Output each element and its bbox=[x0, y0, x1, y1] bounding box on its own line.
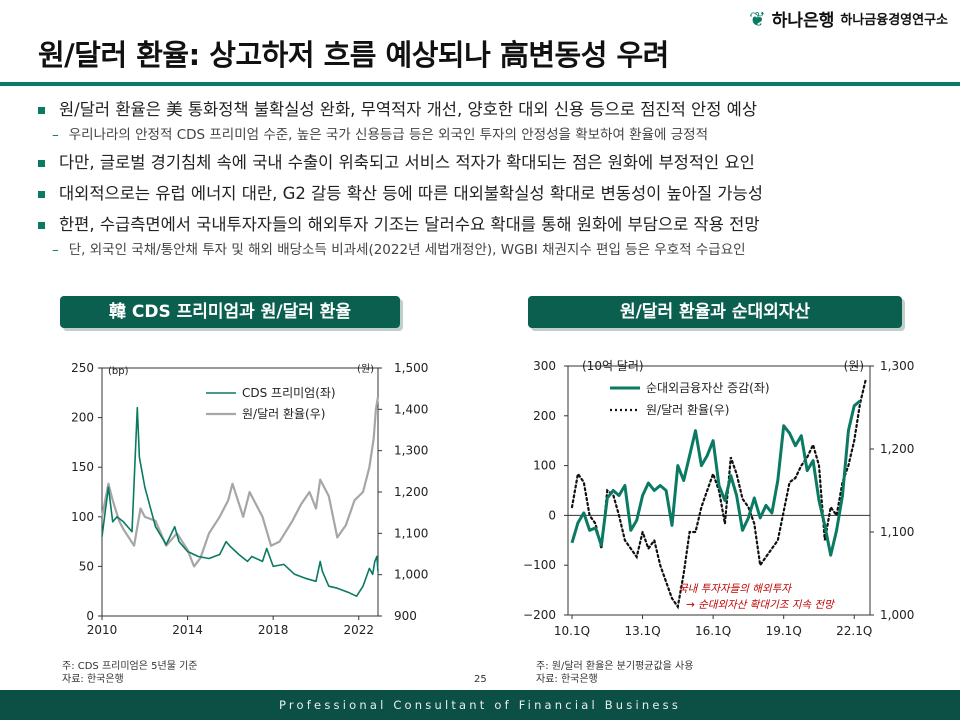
bullet-text: 우리나라의 안정적 CDS 프리미엄 수준, 높은 국가 신용등급 등은 외국인… bbox=[68, 127, 708, 143]
sub-bullet-dash-icon: – bbox=[52, 242, 59, 258]
y-right-tick-label: 1,300 bbox=[394, 444, 428, 458]
legend-fx-label: 원/달러 환율(우) bbox=[242, 407, 325, 421]
y-left-tick-label: 250 bbox=[71, 361, 94, 375]
footer-banner: Professional Consultant of Financial Bus… bbox=[0, 690, 960, 720]
y-left-tick-label: 100 bbox=[533, 459, 556, 473]
y-right-tick-label: 1,200 bbox=[394, 485, 428, 499]
fx-rate-line bbox=[100, 396, 380, 568]
bullet-square-icon bbox=[38, 222, 45, 229]
left-note-line: 주: CDS 프리미엄은 5년물 기준 bbox=[62, 661, 198, 672]
y-right-tick-label: 1,100 bbox=[880, 525, 914, 539]
plot-frame bbox=[101, 367, 379, 617]
y-right-tick-label: 1,000 bbox=[394, 568, 428, 582]
bullet-item: 한편, 수급측면에서 국내투자자들의 해외투자 기조는 달러수요 확대를 통해 … bbox=[38, 213, 938, 244]
bullet-text: 대외적으로는 유럽 에너지 대란, G2 갈등 확산 등에 따른 대외불확실성 … bbox=[59, 184, 763, 203]
x-tick-label: 10.1Q bbox=[554, 624, 590, 638]
company-logo: ❦ 하나은행 하나금융경영연구소 bbox=[749, 6, 948, 32]
y-right-tick-label: 1,200 bbox=[880, 442, 914, 456]
cds-premium-line bbox=[101, 406, 379, 598]
right-note-line: 주: 원/달러 환율은 분기평균값을 사용 bbox=[536, 661, 694, 672]
y-left-tick-label: 100 bbox=[71, 510, 94, 524]
bullet-list: 원/달러 환율은 美 통화정책 불확실성 완화, 무역적자 개선, 양호한 대외… bbox=[38, 98, 938, 266]
net-foreign-assets-line bbox=[570, 399, 862, 557]
y-left-tick-label: 0 bbox=[548, 508, 556, 522]
cds-fx-chart: 0 50 100 150 200 250 900 1,000 1,100 1,200 1,300 1,… bbox=[71, 361, 428, 637]
y-right-tick-label: 900 bbox=[394, 609, 417, 623]
logo-bank-name: 하나은행 bbox=[771, 11, 835, 31]
y-right-tick-label: 1,400 bbox=[394, 402, 428, 416]
y-right-tick-label: 1,100 bbox=[394, 526, 428, 540]
bullet-item: 대외적으로는 유럽 에너지 대란, G2 갈등 확산 등에 따른 대외불확실성 … bbox=[38, 182, 938, 213]
legend-net-assets-label: 순대외금융자산 증감(좌) bbox=[646, 381, 770, 395]
y-right-tick-label: 1,300 bbox=[880, 359, 914, 373]
hana-logo-icon: ❦ bbox=[749, 6, 766, 31]
bullet-square-icon bbox=[38, 160, 45, 167]
sub-bullet-dash-icon: – bbox=[52, 127, 59, 143]
bullet-text: 다만, 글로벌 경기침체 속에 국내 수출이 위축되고 서비스 적자가 확대되는… bbox=[59, 153, 755, 172]
left-chart-title: 韓 CDS 프리미엄과 원/달러 환율 bbox=[60, 296, 400, 328]
x-tick-label: 16.1Q bbox=[695, 624, 731, 638]
x-tick-label: 13.1Q bbox=[624, 624, 660, 638]
x-tick-label: 19.1Q bbox=[766, 624, 802, 638]
y-left-tick-label: 200 bbox=[533, 409, 556, 423]
bullet-text: 단, 외국인 국채/통안채 투자 및 해외 배당소득 비과세(2022년 세법개… bbox=[68, 242, 746, 258]
x-tick-label: 2022 bbox=[343, 623, 374, 637]
logo-institute-name: 하나금융경영연구소 bbox=[840, 13, 948, 28]
x-tick-label: 2014 bbox=[172, 623, 203, 637]
x-tick-label: 2018 bbox=[258, 623, 289, 637]
sub-bullet-item: – 단, 외국인 국채/통안채 투자 및 해외 배당소득 비과세(2022년 세법… bbox=[38, 240, 938, 266]
y-left-tick-label: 300 bbox=[533, 359, 556, 373]
left-source-line: 자료: 한국은행 bbox=[62, 674, 124, 685]
y-left-tick-label: 200 bbox=[71, 411, 94, 425]
page-number: 25 bbox=[474, 674, 487, 685]
right-unit-label: (원) bbox=[844, 359, 864, 373]
y-left-tick-label: 0 bbox=[86, 609, 94, 623]
right-chart-title: 원/달러 환율과 순대외자산 bbox=[528, 296, 902, 328]
annotation-line-2: → 순대외자산 확대기조 지속 전망 bbox=[686, 599, 835, 611]
fx-rate-dotted-line bbox=[570, 377, 868, 610]
bullet-square-icon bbox=[38, 191, 45, 198]
bullet-item: 다만, 글로벌 경기침체 속에 국내 수출이 위축되고 서비스 적자가 확대되는… bbox=[38, 151, 938, 182]
bullet-item: 원/달러 환율은 美 통화정책 불확실성 완화, 무역적자 개선, 양호한 대외… bbox=[38, 98, 938, 129]
legend-fx-label: 원/달러 환율(우) bbox=[646, 403, 729, 417]
left-chart-notes: 주: CDS 프리미엄은 5년물 기준 자료: 한국은행 bbox=[62, 660, 197, 686]
left-unit-label: (bp) bbox=[108, 366, 129, 377]
right-unit-label: (원) bbox=[357, 363, 374, 375]
annotation-line-1: 국내 투자자들의 해외투자 bbox=[678, 583, 792, 595]
right-chart-notes: 주: 원/달러 환율은 분기평균값을 사용 자료: 한국은행 bbox=[536, 660, 693, 686]
bullet-text: 원/달러 환율은 美 통화정책 불확실성 완화, 무역적자 개선, 양호한 대외… bbox=[59, 100, 757, 119]
plot-frame bbox=[567, 365, 871, 616]
y-right-tick-label: 1,000 bbox=[880, 608, 914, 622]
page-title: 원/달러 환율: 상고하저 흐름 예상되나 高변동성 우려 bbox=[38, 38, 669, 72]
y-right-tick-label: 1,500 bbox=[394, 361, 428, 375]
y-left-tick-label: 50 bbox=[79, 559, 94, 573]
right-source-line: 자료: 한국은행 bbox=[536, 674, 598, 685]
left-unit-label: (10억 달러) bbox=[582, 359, 644, 373]
sub-bullet-item: – 우리나라의 안정적 CDS 프리미엄 수준, 높은 국가 신용등급 등은 외국… bbox=[38, 125, 938, 151]
y-left-tick-label: −100 bbox=[523, 558, 556, 572]
x-tick-label: 22.1Q bbox=[836, 624, 872, 638]
fx-net-assets-chart: −200 −100 0 100 200 300 1,000 1,100 1,200 1,300 10… bbox=[523, 359, 914, 638]
bullet-square-icon bbox=[38, 107, 45, 114]
legend-cds-label: CDS 프리미엄(좌) bbox=[242, 386, 336, 400]
bullet-text: 한편, 수급측면에서 국내투자자들의 해외투자 기조는 달러수요 확대를 통해 … bbox=[59, 215, 760, 234]
y-left-tick-label: −200 bbox=[523, 608, 556, 622]
x-tick-label: 2010 bbox=[87, 623, 118, 637]
y-left-tick-label: 150 bbox=[71, 460, 94, 474]
title-divider bbox=[0, 82, 960, 86]
